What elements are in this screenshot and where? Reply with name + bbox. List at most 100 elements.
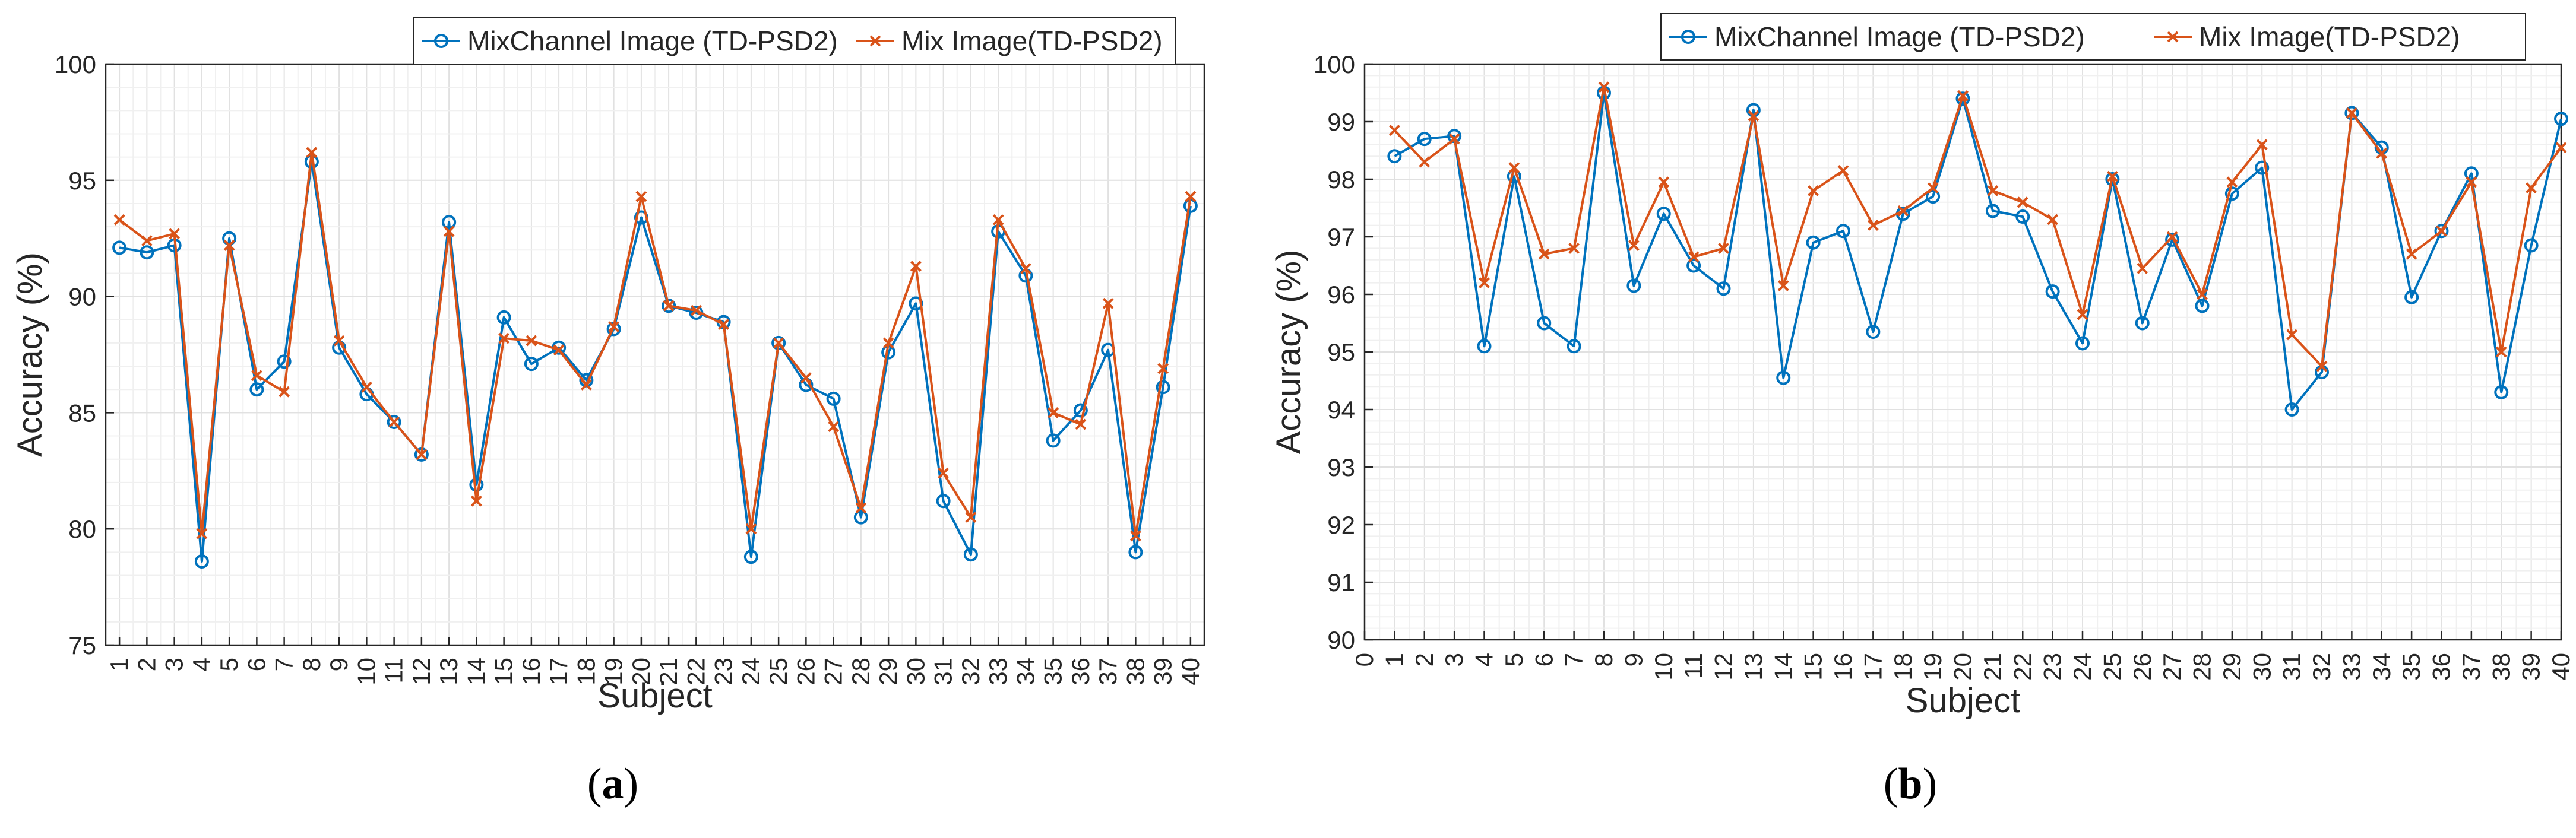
y-tick-label: 94 — [1327, 396, 1355, 424]
data-point — [1866, 325, 1881, 339]
data-point — [2135, 316, 2150, 331]
data-point — [470, 495, 482, 507]
legend-marker-x — [2167, 31, 2179, 43]
data-point — [2555, 142, 2567, 154]
x-tick-label: 28 — [847, 658, 875, 685]
x-tick-label: 1 — [1380, 653, 1408, 666]
x-axis-label: Subject — [597, 677, 712, 715]
data-point — [938, 467, 950, 479]
x-tick-label: 34 — [2368, 653, 2395, 681]
x-tick-label: 5 — [1500, 653, 1528, 666]
x-tick-label: 31 — [2278, 653, 2306, 681]
x-tick-label: 14 — [1769, 653, 1797, 681]
data-point — [910, 261, 922, 272]
data-point — [855, 502, 867, 514]
x-tick-label: 17 — [1859, 653, 1887, 681]
data-point — [2105, 172, 2120, 186]
x-tick-label: 9 — [325, 658, 353, 671]
data-point — [1448, 133, 1460, 145]
data-point — [1718, 242, 1729, 254]
data-point — [2047, 214, 2059, 226]
x-tick-label: 7 — [1560, 653, 1588, 666]
x-tick-label: 5 — [215, 658, 243, 671]
data-point — [526, 335, 537, 347]
data-point — [2346, 107, 2357, 119]
data-point — [1686, 258, 1701, 273]
data-point — [2526, 182, 2537, 193]
data-point — [1020, 263, 1031, 275]
x-tick-label: 18 — [1889, 653, 1917, 681]
data-point — [2165, 232, 2180, 247]
data-point — [1598, 81, 1610, 93]
data-point — [1776, 370, 1791, 385]
x-tick-label: 27 — [2158, 653, 2186, 681]
x-tick-label: 28 — [2188, 653, 2216, 681]
y-tick-label: 93 — [1327, 453, 1355, 481]
data-point — [1836, 224, 1850, 239]
x-tick-label: 12 — [407, 658, 435, 685]
data-point — [1419, 156, 1431, 168]
x-tick-label: 13 — [1739, 653, 1767, 681]
data-point — [580, 379, 592, 391]
legend-label-mix: Mix Image(TD-PSD2) — [2199, 21, 2460, 52]
data-point — [251, 370, 262, 382]
x-tick-label: 7 — [270, 658, 298, 671]
panel-label: (a) — [587, 760, 638, 808]
x-tick-label: 35 — [1039, 658, 1067, 685]
series-mix-image — [113, 147, 1197, 542]
y-axis-label: Accuracy (%) — [1270, 250, 1308, 455]
data-point — [1987, 185, 1999, 196]
data-point — [2286, 329, 2298, 341]
data-point — [1075, 418, 1087, 430]
x-tick-label: 2 — [132, 658, 160, 671]
data-point — [333, 335, 345, 347]
x-tick-label: 38 — [1121, 658, 1149, 685]
x-tick-label: 13 — [435, 658, 463, 685]
data-point — [1128, 545, 1143, 560]
data-point — [113, 214, 125, 226]
data-point — [2195, 299, 2210, 313]
panel-label-letter: a — [602, 760, 624, 808]
data-point — [553, 344, 565, 356]
data-point — [1046, 433, 1061, 448]
data-point — [2075, 336, 2090, 351]
y-tick-label: 92 — [1327, 511, 1355, 539]
x-tick-label: 23 — [2039, 653, 2067, 681]
legend: MixChannel Image (TD-PSD2) Mix Image(TD-P… — [1660, 13, 2526, 61]
data-point — [169, 228, 181, 240]
series-mixchannel-image — [1387, 85, 2568, 417]
data-point — [1957, 90, 1969, 101]
data-point — [663, 300, 675, 312]
data-point — [2494, 385, 2509, 399]
data-point — [1837, 165, 1849, 176]
data-point — [2284, 402, 2299, 417]
x-tick-label: 20 — [627, 658, 655, 685]
data-point — [828, 421, 840, 433]
data-point — [1955, 91, 1970, 106]
data-point — [745, 523, 757, 535]
data-point — [1073, 403, 1088, 418]
legend-marker-x — [869, 35, 881, 47]
data-point — [1185, 191, 1197, 202]
data-point — [718, 319, 730, 331]
data-point — [1537, 316, 1552, 331]
data-point — [249, 382, 264, 397]
legend-label-mixchannel: MixChannel Image (TD-PSD2) — [467, 26, 838, 56]
x-tick-label: 37 — [2457, 653, 2485, 681]
legend-marker-circle — [1681, 30, 1695, 44]
y-tick-label: 91 — [1327, 569, 1355, 596]
data-point — [498, 332, 510, 344]
x-tick-label: 6 — [242, 658, 270, 671]
data-point — [140, 245, 154, 260]
x-tick-label: 25 — [764, 658, 792, 685]
data-point — [443, 226, 455, 237]
data-point — [1897, 205, 1909, 217]
data-point — [1388, 125, 1400, 136]
data-point — [936, 494, 951, 509]
y-tick-label: 97 — [1327, 223, 1355, 251]
data-point — [1387, 149, 1402, 164]
panel-label-close: ) — [1923, 760, 1938, 808]
y-tick-label: 75 — [68, 631, 96, 659]
data-point — [2434, 224, 2449, 239]
